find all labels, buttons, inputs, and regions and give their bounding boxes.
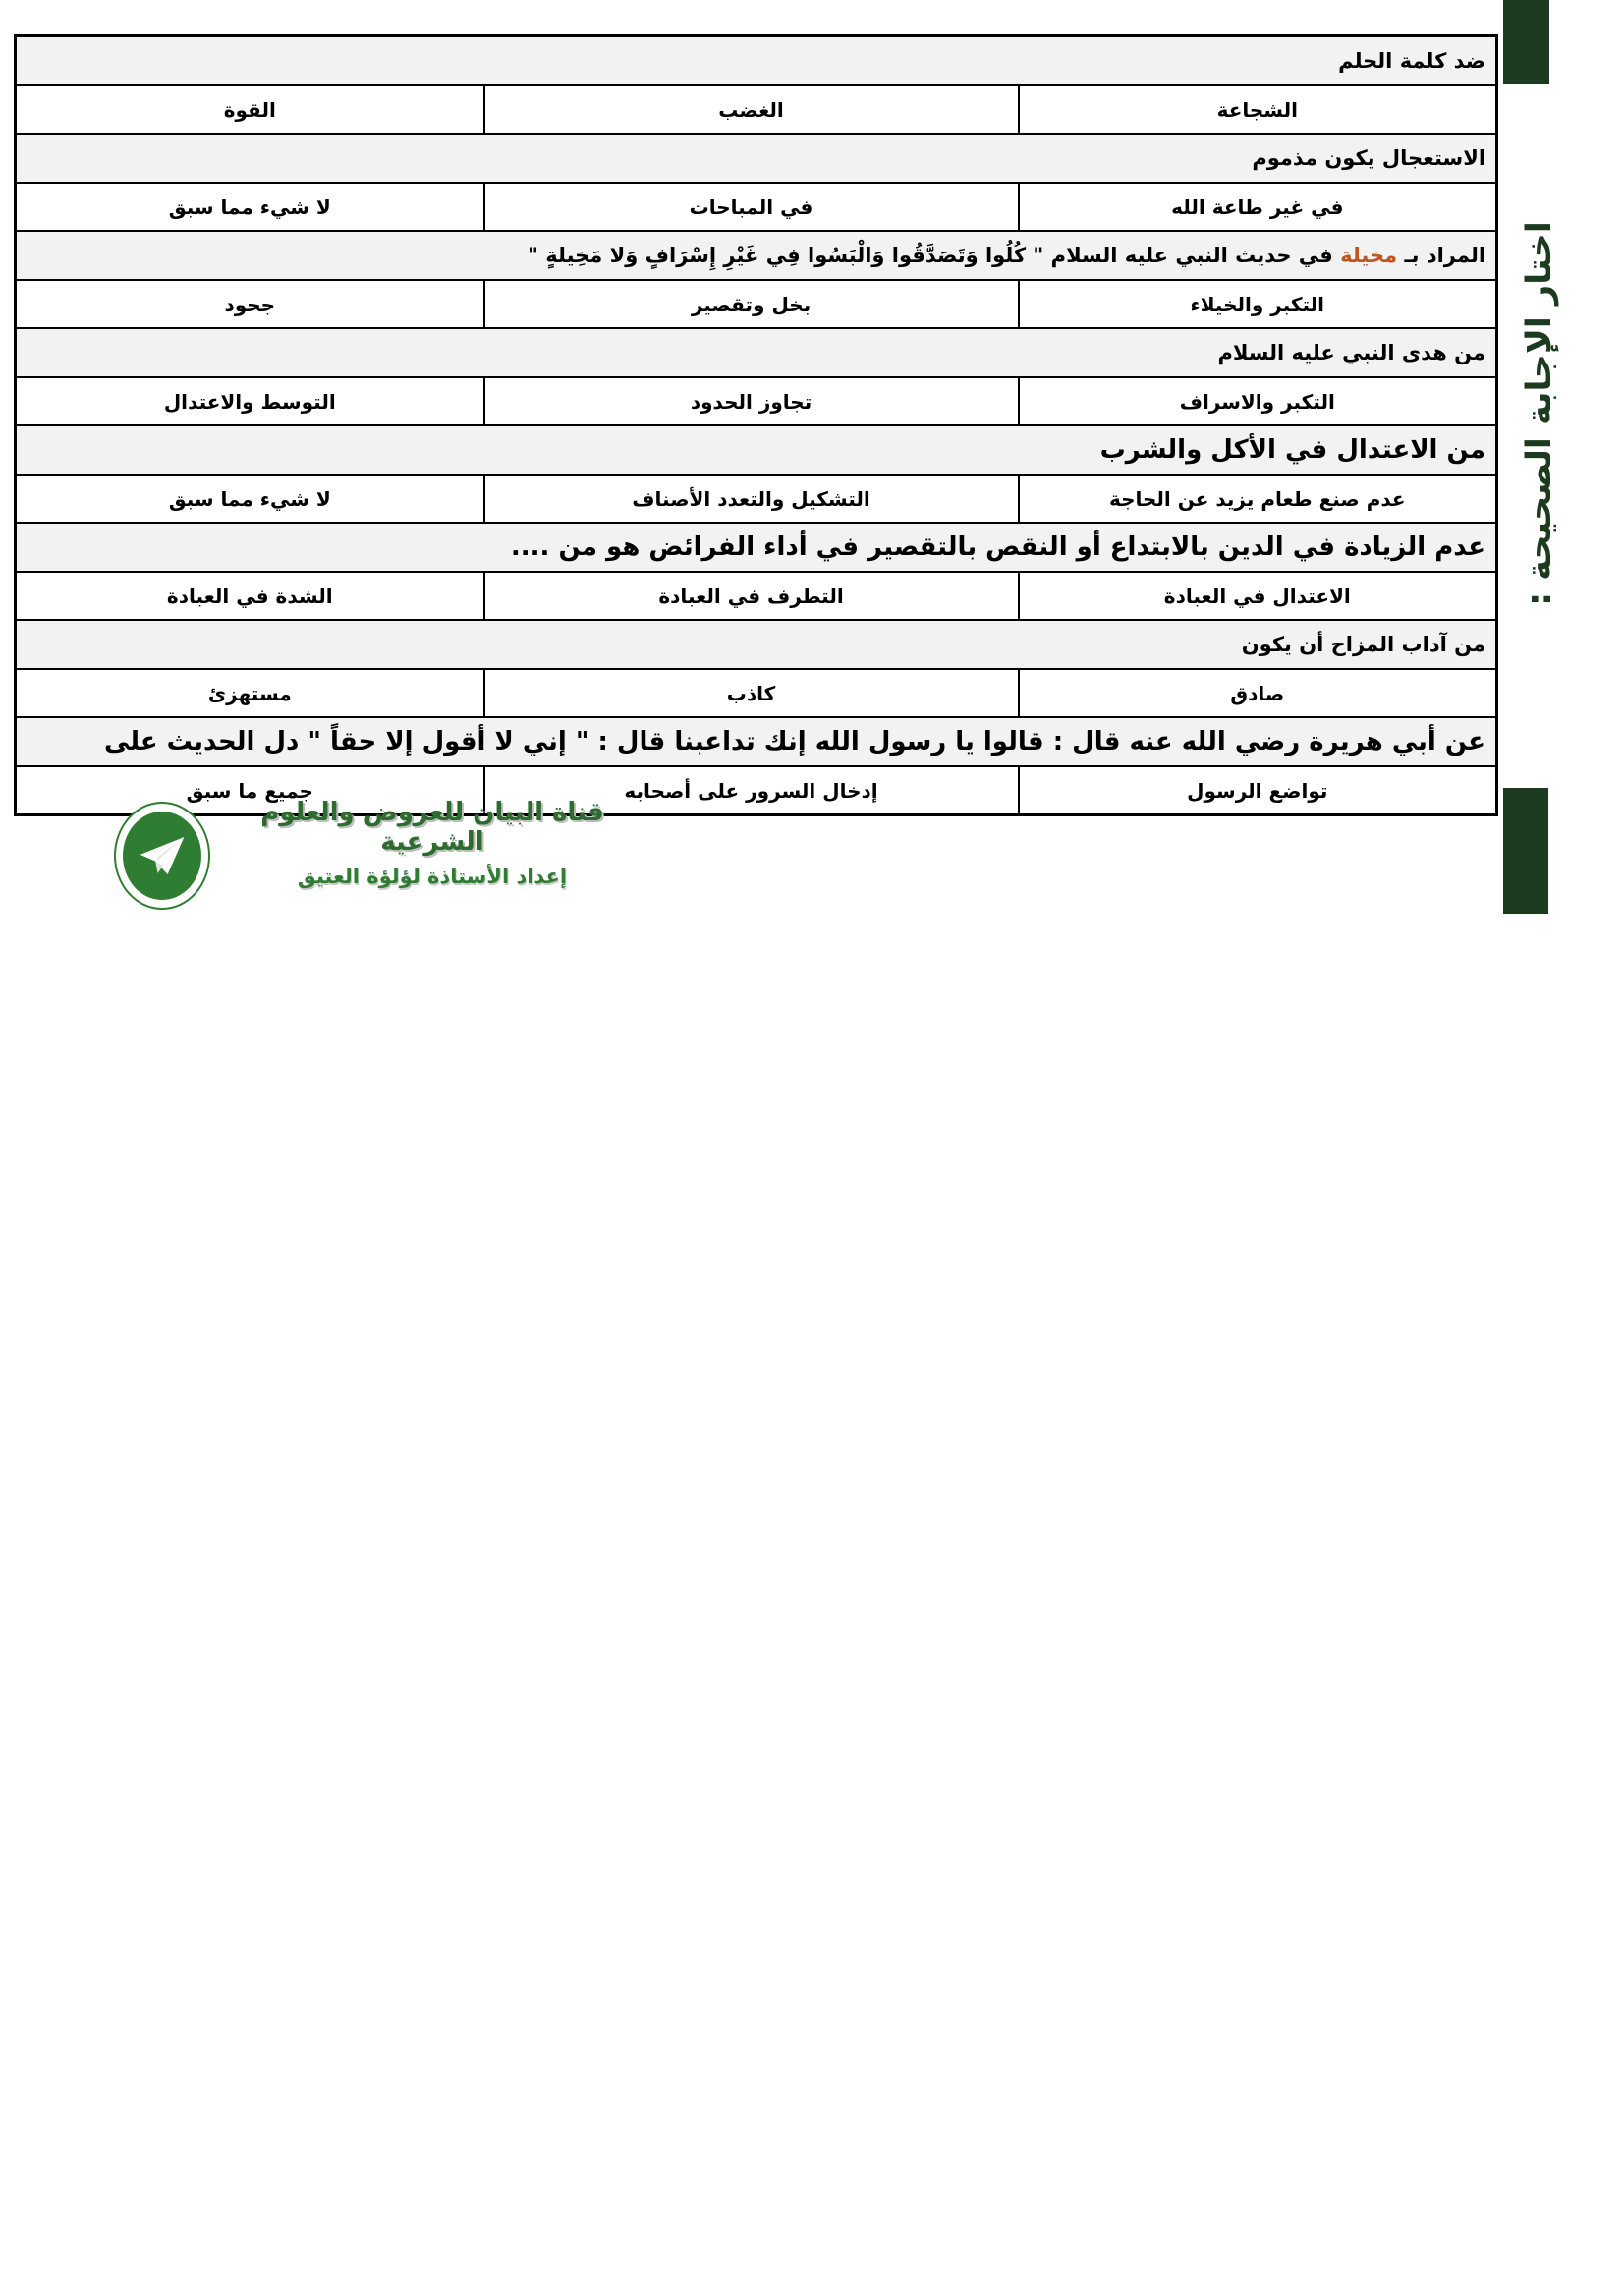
answer-option: التكبر والاسراف <box>1017 376 1498 426</box>
answer-option: في المباحات <box>482 182 1020 232</box>
question-cell: المراد بـ مخيلة في حديث النبي عليه السلا… <box>14 230 1498 281</box>
question-row: من الاعتدال في الأكل والشرب <box>14 424 1498 476</box>
answer-option: القوة <box>14 84 485 135</box>
answer-row: عدم صنع طعام يزيد عن الحاجة التشكيل والت… <box>14 474 1498 524</box>
answer-option-correct: التكبر والخيلاء <box>1017 279 1498 329</box>
footer-credits: قناة البيان للعروض والعلوم الشرعية إعداد… <box>221 798 644 888</box>
answer-option: لا شيء مما سبق <box>14 474 485 524</box>
question-row: عن أبي هريرة رضي الله عنه قال : قالوا يا… <box>14 716 1498 767</box>
answer-option-correct: صادق <box>1017 668 1498 718</box>
question-highlight-word: مخيلة <box>1340 244 1398 267</box>
answer-option-correct: جميع ما سبق <box>14 765 485 816</box>
question-text-prefix: المراد بـ <box>1397 244 1486 267</box>
answer-option: الشجاعة <box>1017 84 1498 135</box>
answer-option-correct: في غير طاعة الله <box>1017 182 1498 232</box>
answer-row: صادق كاذب مستهزئ <box>14 668 1498 718</box>
decor-bar-bottom <box>1503 788 1548 914</box>
answer-option: التشكيل والتعدد الأصناف <box>482 474 1020 524</box>
answer-option-correct: عدم صنع طعام يزيد عن الحاجة <box>1017 474 1498 524</box>
answer-row: تواضع الرسول إدخال السرور على أصحابه جمي… <box>14 765 1498 816</box>
answer-option: مستهزئ <box>14 668 485 718</box>
quiz-table: ضد كلمة الحلم الشجاعة الغضب القوة الاستع… <box>14 34 1499 816</box>
answer-option: التطرف في العبادة <box>482 571 1020 621</box>
question-row: الاستعجال يكون مذموم <box>14 133 1498 184</box>
question-row: المراد بـ مخيلة في حديث النبي عليه السلا… <box>14 230 1498 281</box>
question-row: ضد كلمة الحلم <box>14 34 1498 86</box>
question-cell: من آداب المزاح أن يكون <box>14 619 1498 670</box>
question-cell: عن أبي هريرة رضي الله عنه قال : قالوا يا… <box>14 716 1498 767</box>
answer-option-correct: الاعتدال في العبادة <box>1017 571 1498 621</box>
answer-row: التكبر والخيلاء بخل وتقصير جحود <box>14 279 1498 329</box>
question-row: عدم الزيادة في الدين بالابتداع أو النقص … <box>14 522 1498 573</box>
telegram-logo <box>114 802 210 910</box>
answer-row: التكبر والاسراف تجاوز الحدود التوسط والا… <box>14 376 1498 426</box>
question-cell: ضد كلمة الحلم <box>14 34 1498 86</box>
decor-bar-top <box>1503 0 1549 84</box>
question-row: من آداب المزاح أن يكون <box>14 619 1498 670</box>
vertical-title: اختار الإجابة الصحيحة : <box>1520 221 1559 606</box>
telegram-icon <box>140 836 185 875</box>
answer-option: كاذب <box>482 668 1020 718</box>
answer-option: جحود <box>14 279 485 329</box>
question-cell: عدم الزيادة في الدين بالابتداع أو النقص … <box>14 522 1498 573</box>
question-cell: من هدى النبي عليه السلام <box>14 327 1498 378</box>
answer-option: تواضع الرسول <box>1017 765 1498 816</box>
question-cell: الاستعجال يكون مذموم <box>14 133 1498 184</box>
answer-option-correct: التوسط والاعتدال <box>14 376 485 426</box>
answer-option: لا شيء مما سبق <box>14 182 485 232</box>
answer-row: الاعتدال في العبادة التطرف في العبادة ال… <box>14 571 1498 621</box>
answer-row: في غير طاعة الله في المباحات لا شيء مما … <box>14 182 1498 232</box>
prepared-by: إعداد الأستاذة لؤلؤة العتيق <box>297 865 568 888</box>
answer-option: بخل وتقصير <box>482 279 1020 329</box>
answer-option: إدخال السرور على أصحابه <box>482 765 1020 816</box>
question-cell: من الاعتدال في الأكل والشرب <box>14 424 1498 476</box>
telegram-logo-circle <box>123 812 201 900</box>
question-row: من هدى النبي عليه السلام <box>14 327 1498 378</box>
answer-option: الشدة في العبادة <box>14 571 485 621</box>
channel-name: قناة البيان للعروض والعلوم الشرعية <box>260 798 604 857</box>
question-text-suffix: في حديث النبي عليه السلام " كُلُوا وَتَص… <box>528 244 1341 267</box>
answer-option: تجاوز الحدود <box>482 376 1020 426</box>
answer-row: الشجاعة الغضب القوة <box>14 84 1498 135</box>
answer-option-correct: الغضب <box>482 84 1020 135</box>
